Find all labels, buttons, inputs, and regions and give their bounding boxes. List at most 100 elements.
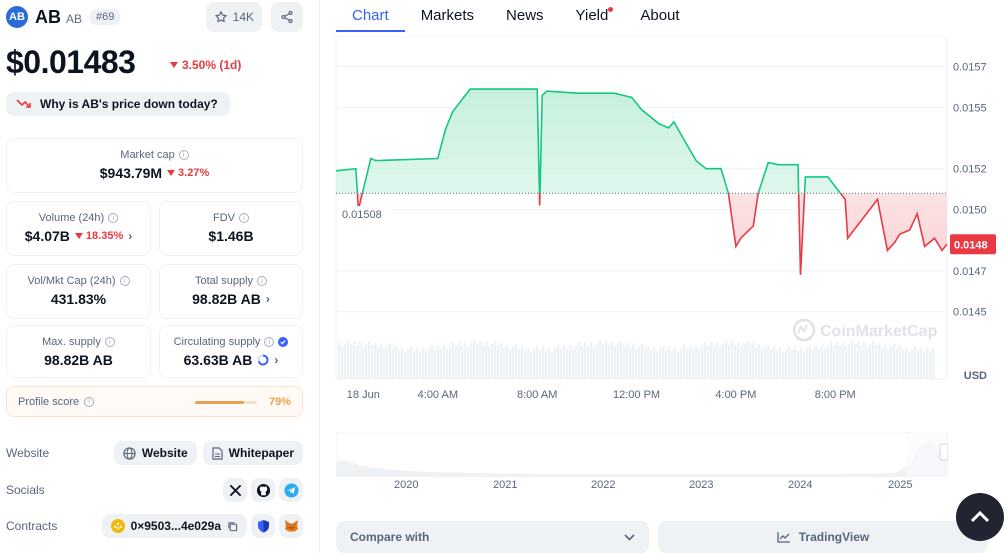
volume-label: Volume (24h) — [38, 212, 105, 224]
volume-bar — [491, 343, 494, 379]
whitepaper-button[interactable]: Whitepaper — [202, 441, 303, 465]
volume-bar — [704, 341, 707, 379]
volume-bar — [656, 351, 659, 379]
info-icon[interactable]: i — [104, 337, 115, 347]
volume-bar — [575, 345, 578, 379]
circulating-supply-card[interactable]: Circulating supply i 63.63B AB › — [159, 325, 303, 378]
metamask-fox-icon[interactable] — [279, 514, 303, 538]
info-icon[interactable]: i — [84, 396, 95, 407]
profile-score[interactable]: Profile score i 79% — [6, 386, 303, 417]
y-tick-label: 0.0147 — [953, 266, 987, 278]
x-tick-label: 8:00 AM — [517, 389, 557, 401]
total-supply-card[interactable]: Total supply i 98.82B AB › — [159, 264, 303, 319]
volume-bar — [707, 345, 710, 379]
price-chart[interactable]: 0.0157 0.0155 0.0152 0.0150 0.0147 0.0145 18 … — [320, 36, 1004, 416]
navigator-year-label: 2025 — [888, 479, 913, 491]
y-tick-label: 0.0152 — [953, 164, 987, 176]
profile-score-pct: 79% — [268, 395, 291, 408]
telegram-icon[interactable] — [279, 478, 303, 502]
volume-bar — [836, 342, 839, 379]
why-price-down-button[interactable]: Why is AB's price down today? — [6, 92, 230, 116]
volume-bar — [659, 348, 662, 379]
volume-bar — [872, 341, 875, 379]
volume-bar — [596, 343, 599, 379]
tradingview-button[interactable]: TradingView — [658, 521, 988, 553]
volume-bar — [500, 342, 503, 379]
volume-bar — [374, 342, 377, 379]
github-icon[interactable] — [251, 478, 275, 502]
copy-icon[interactable] — [227, 521, 238, 532]
tab-chart[interactable]: Chart — [336, 0, 405, 32]
volume-bar — [863, 342, 866, 379]
volume-bar — [776, 350, 779, 379]
volume-bar — [515, 343, 518, 379]
market-cap-label: Market cap — [120, 149, 175, 161]
tab-yield[interactable]: Yield — [560, 0, 625, 32]
volume-bar — [914, 345, 917, 379]
volume-bar — [386, 346, 389, 379]
market-cap-card: Market cap i $943.79M 3.27% — [6, 138, 303, 193]
navigator-year-label: 2022 — [591, 479, 616, 491]
share-button[interactable] — [271, 2, 303, 32]
volume-bar — [848, 343, 851, 379]
volume-bar — [923, 350, 926, 379]
x-tick-label: 4:00 PM — [715, 389, 756, 401]
range-navigator[interactable] — [336, 432, 948, 477]
volume-bar — [737, 342, 740, 379]
volume-bar — [818, 348, 821, 379]
volume-bar — [710, 342, 713, 379]
volume-bar — [620, 341, 623, 379]
tab-news[interactable]: News — [506, 7, 544, 24]
info-icon[interactable]: i — [108, 213, 119, 223]
volume-bar — [404, 351, 407, 379]
volume-bar — [800, 347, 803, 379]
info-icon[interactable]: i — [257, 276, 268, 286]
volume-bar — [746, 341, 749, 379]
volume-bar — [797, 350, 800, 379]
volume-bar — [668, 346, 671, 379]
website-button[interactable]: Website — [113, 441, 197, 465]
volume-bar — [623, 345, 626, 379]
volume-bar — [452, 342, 455, 379]
navigator-handle[interactable] — [939, 443, 948, 461]
total-supply-label: Total supply — [194, 275, 254, 287]
volume-bar — [488, 346, 491, 379]
volume-bar — [626, 342, 629, 379]
volume-bar — [443, 345, 446, 379]
volume-bar — [422, 347, 425, 379]
tab-about[interactable]: About — [640, 7, 680, 24]
chevron-right-icon: › — [265, 292, 270, 306]
watchlist-button[interactable]: 14K — [205, 2, 262, 32]
volume-bar — [692, 348, 695, 379]
info-icon[interactable]: i — [178, 150, 189, 160]
volume-bar — [839, 345, 842, 379]
volume-bar — [638, 346, 641, 379]
volume-bar — [677, 351, 680, 379]
contract-address-chip[interactable]: 0×9503...4e029a — [101, 514, 247, 538]
volume-bar — [365, 343, 368, 379]
x-twitter-icon[interactable] — [223, 478, 247, 502]
tab-markets[interactable]: Markets — [420, 7, 475, 24]
volume-bar — [665, 349, 668, 379]
volume-bar — [875, 345, 878, 379]
volume-bar — [812, 348, 815, 379]
share-icon — [281, 10, 293, 24]
volume-bar — [428, 348, 431, 379]
info-icon[interactable]: i — [239, 213, 249, 223]
volume-card[interactable]: Volume (24h) i $4.07B 18.35% › — [6, 201, 151, 256]
info-icon[interactable]: i — [264, 337, 275, 347]
shield-icon[interactable] — [251, 514, 275, 538]
volume-bar — [560, 348, 563, 379]
info-icon[interactable]: i — [119, 276, 130, 286]
website-row: Website Website Whitepaper — [6, 441, 303, 465]
contract-address: 0×9503...4e029a — [130, 519, 221, 533]
fdv-label: FDV — [213, 212, 235, 224]
compare-with-dropdown[interactable]: Compare with — [336, 521, 649, 553]
volume-bar — [557, 344, 560, 379]
scroll-to-top-button[interactable] — [956, 493, 1004, 541]
volume-bar — [770, 348, 773, 379]
volume-bar — [539, 349, 542, 379]
volume-bar — [719, 346, 722, 379]
volume-bar — [359, 342, 362, 379]
volume-bar — [572, 348, 575, 379]
